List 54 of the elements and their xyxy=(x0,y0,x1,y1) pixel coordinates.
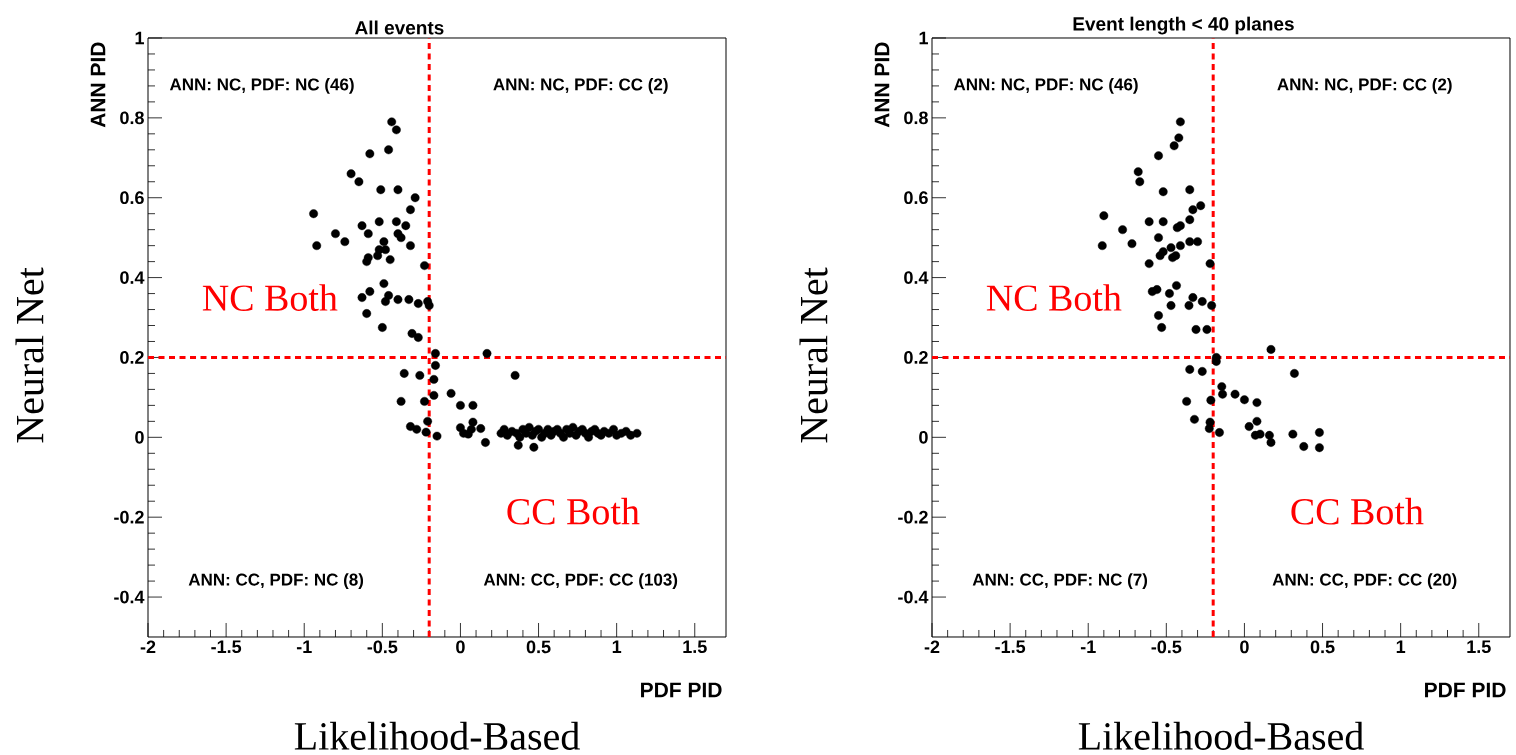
y-tick-label: 0.2 xyxy=(904,351,928,364)
x-tick-label: -2 xyxy=(140,640,156,654)
y-tick-label: 0.4 xyxy=(904,271,929,284)
x-axis-title: PDF PID xyxy=(1425,682,1506,698)
x-axis-title: PDF PID xyxy=(641,682,722,698)
annotation: NC Both xyxy=(986,284,1122,311)
x-tick-label: -1 xyxy=(1080,640,1096,653)
annotation: ANN: CC, PDF: CC (20) xyxy=(1272,573,1457,589)
y-tick-label: -0.4 xyxy=(114,590,145,604)
annotation: ANN: NC, PDF: CC (2) xyxy=(493,78,668,94)
x-tick-label: 1.5 xyxy=(1467,640,1491,654)
y-tick-label: -0.4 xyxy=(898,590,929,604)
x-tick-label: 0.5 xyxy=(1310,640,1335,654)
text: Likelihood-Based xyxy=(1078,721,1364,750)
y-tick-label: 0.6 xyxy=(904,191,928,205)
x-tick-label: -1 xyxy=(296,640,312,653)
y-tick-label: 0.6 xyxy=(120,191,144,205)
annotation: ANN: NC, PDF: NC (46) xyxy=(953,78,1138,94)
x-tick-label: -1.5 xyxy=(995,640,1026,654)
y-tick-label: 0.4 xyxy=(120,271,145,284)
x-tick-label: 0 xyxy=(456,640,465,654)
chart-title: All events xyxy=(355,20,444,35)
y-tick-label: 0.8 xyxy=(904,111,928,125)
annotation: ANN: NC, PDF: NC (46) xyxy=(169,78,354,94)
x-tick-label: 0 xyxy=(1240,640,1249,654)
x-tick-label: 0.5 xyxy=(526,640,551,654)
x-tick-label: 1 xyxy=(612,640,622,653)
annotation: ANN: CC, PDF: NC (7) xyxy=(972,573,1148,589)
chart-title: Event length < 40 planes xyxy=(1073,16,1294,35)
x-tick-label: -2 xyxy=(924,640,940,654)
x-tick-label: -1.5 xyxy=(211,640,242,654)
y-tick-label: 0.8 xyxy=(120,111,144,125)
y-tick-label: -0.2 xyxy=(114,510,144,524)
annotation: CC Both xyxy=(507,497,640,525)
text: Neural Net xyxy=(799,267,828,443)
y-tick-label: 1 xyxy=(919,31,928,45)
annotation: ANN: CC, PDF: CC (103) xyxy=(483,573,678,589)
annotation: NC Both xyxy=(202,284,338,311)
y-tick-label: -0.2 xyxy=(898,510,928,524)
text: Neural Net xyxy=(15,267,44,443)
annotation: ANN: NC, PDF: CC (2) xyxy=(1277,78,1452,94)
text: Likelihood-Based xyxy=(294,721,580,750)
annotation: ANN: CC, PDF: NC (8) xyxy=(188,573,364,589)
y-tick-label: 0.2 xyxy=(120,351,144,364)
x-tick-label: -0.5 xyxy=(1151,640,1182,654)
x-tick-label: 1 xyxy=(1396,640,1406,653)
y-tick-label: 0 xyxy=(919,430,928,444)
y-axis-title: ANN PID xyxy=(874,42,890,128)
x-tick-label: 1.5 xyxy=(683,640,707,654)
annotation: CC Both xyxy=(1291,497,1424,525)
y-tick-label: 0 xyxy=(135,430,144,444)
x-tick-label: -0.5 xyxy=(367,640,398,654)
y-axis-title: ANN PID xyxy=(90,42,106,128)
y-tick-label: 1 xyxy=(135,31,144,45)
